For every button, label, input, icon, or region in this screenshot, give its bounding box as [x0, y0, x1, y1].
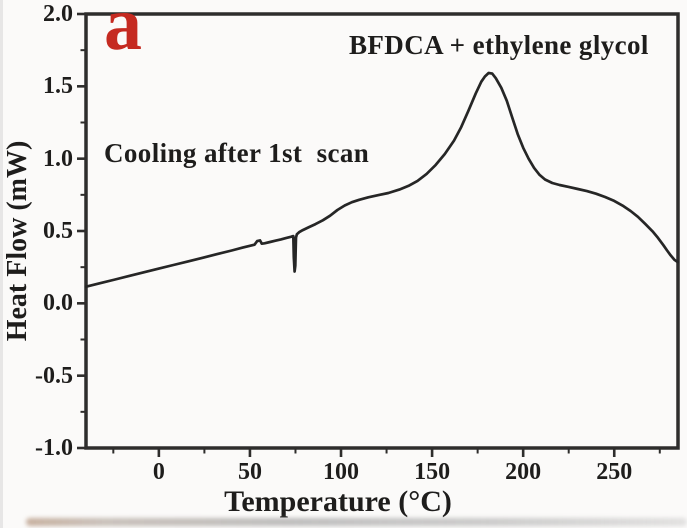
left-edge-artifact — [0, 0, 3, 528]
y-axis-title: Heat Flow (mW) — [2, 140, 33, 342]
x-axis-title: Temperature (°C) — [224, 485, 452, 518]
y-tick-label: -0.5 — [35, 362, 73, 389]
video-artifact-smear — [26, 518, 687, 526]
x-tick-label: 200 — [505, 459, 542, 485]
x-tick-label: 250 — [596, 459, 633, 485]
y-tick-label: 0.5 — [43, 218, 73, 244]
x-tick-label: 50 — [237, 459, 262, 485]
y-tick-label: -1.0 — [35, 435, 73, 461]
condition-annotation: Cooling after 1st scan — [104, 138, 370, 168]
dsc-curve — [84, 71, 680, 289]
sample-annotation: BFDCA + ethylene glycol — [349, 30, 649, 60]
y-tick-label: 1.0 — [43, 145, 73, 172]
x-tick-label: 150 — [414, 459, 451, 485]
y-tick-label: 2.0 — [43, 1, 73, 27]
x-tick-label: 100 — [323, 459, 359, 485]
y-tick-label: 0.0 — [43, 290, 73, 317]
panel-label: a — [104, 0, 142, 66]
y-tick-label: 1.5 — [43, 73, 73, 100]
x-tick-label: 0 — [152, 459, 165, 485]
